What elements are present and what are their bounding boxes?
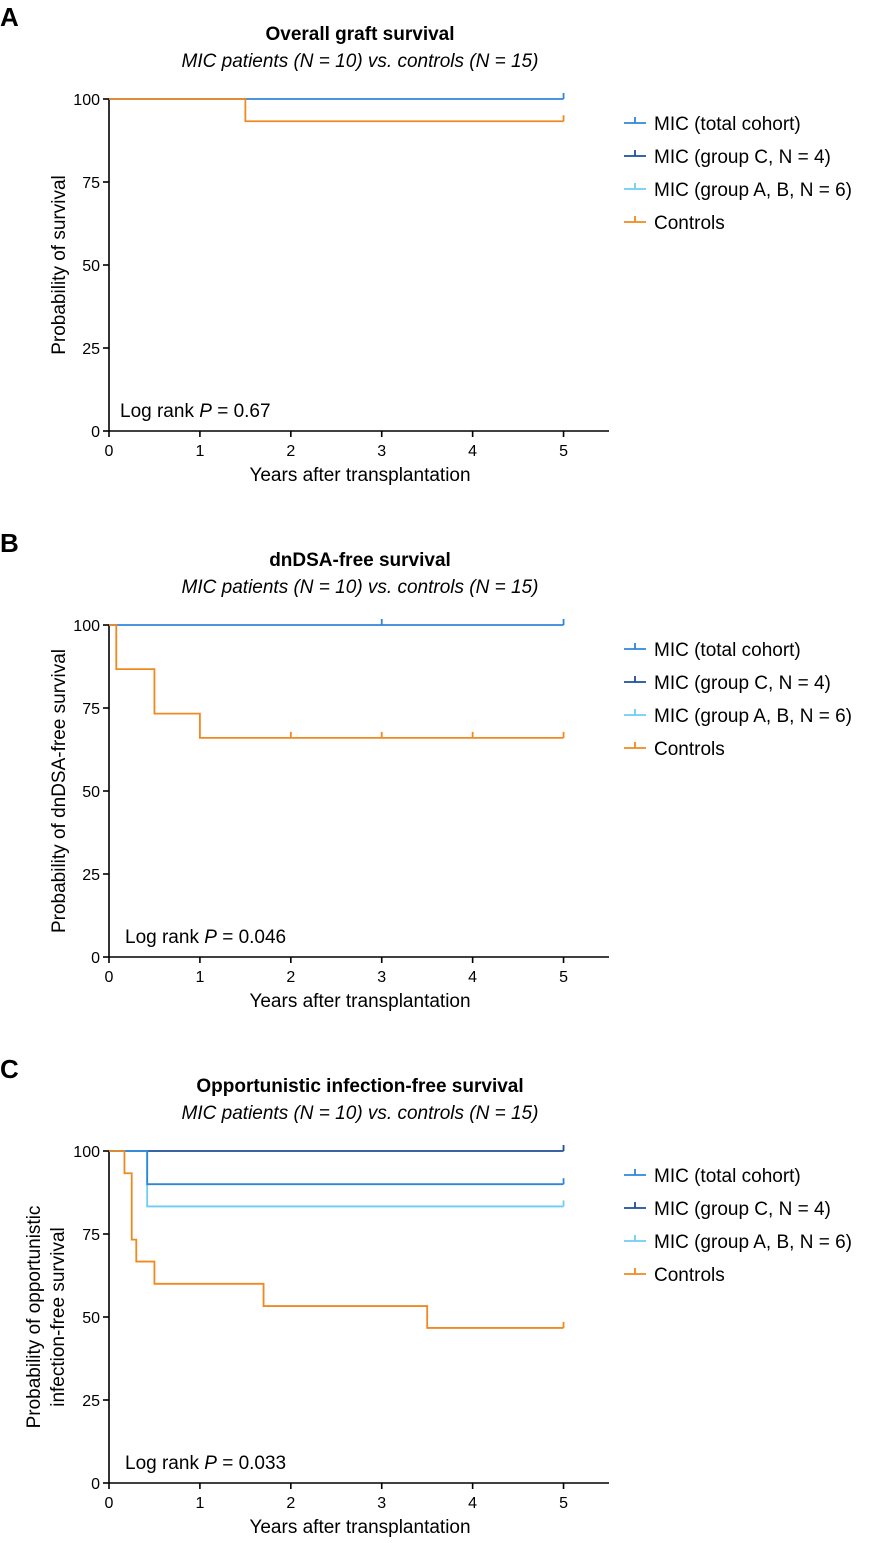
x-tick-label: 0 xyxy=(105,1495,114,1512)
legend-label: Controls xyxy=(654,213,725,234)
annotation-value: = 0.033 xyxy=(217,1453,286,1474)
x-tick-label: 5 xyxy=(559,443,568,460)
panel-a: A Overall graft survival MIC patients (N =… xyxy=(0,2,852,486)
annotation-prefix: Log rank xyxy=(125,927,204,948)
x-tick-label: 2 xyxy=(286,969,295,986)
legend: MIC (total cohort) MIC (group C, N = 4) MI… xyxy=(624,640,852,760)
x-tick-label: 2 xyxy=(286,1495,295,1512)
x-tick-label: 3 xyxy=(377,1495,386,1512)
y-tick-label: 100 xyxy=(73,1144,100,1161)
y-tick-label: 0 xyxy=(91,1476,100,1493)
legend-label: MIC (total cohort) xyxy=(654,640,801,661)
y-tick-label: 25 xyxy=(82,867,100,884)
legend-label: MIC (group C, N = 4) xyxy=(654,673,831,694)
x-tick-label: 5 xyxy=(559,969,568,986)
x-tick-label: 1 xyxy=(195,969,204,986)
annotation-p: P xyxy=(204,927,217,948)
x-tick-label: 2 xyxy=(286,443,295,460)
y-axis-label: infection-free survival xyxy=(48,1227,69,1407)
legend-label: Controls xyxy=(654,739,725,760)
series-line xyxy=(109,1150,564,1329)
series-line xyxy=(109,1150,564,1208)
y-tick-label: 25 xyxy=(82,341,100,358)
y-tick-label: 25 xyxy=(82,1393,100,1410)
log-rank-annotation: Log rank P = 0.046 xyxy=(125,927,286,948)
x-tick-label: 3 xyxy=(377,969,386,986)
legend-label: MIC (total cohort) xyxy=(654,114,801,135)
chart-title: dnDSA-free survival xyxy=(269,550,451,571)
log-rank-annotation: Log rank P = 0.67 xyxy=(120,401,271,422)
panel-c: C Opportunistic infection-free survival MI… xyxy=(0,1054,852,1538)
annotation-p: P xyxy=(204,1453,217,1474)
x-axis-label: Years after transplantation xyxy=(249,465,470,486)
x-tick-label: 4 xyxy=(468,1495,477,1512)
y-tick-label: 50 xyxy=(82,1310,100,1327)
chart-title: Overall graft survival xyxy=(265,24,454,45)
x-tick-label: 1 xyxy=(195,443,204,460)
x-tick-label: 3 xyxy=(377,443,386,460)
y-tick-label: 50 xyxy=(82,784,100,801)
x-tick-label: 4 xyxy=(468,443,477,460)
legend: MIC (total cohort) MIC (group C, N = 4) MI… xyxy=(624,114,852,234)
y-tick-label: 75 xyxy=(82,1227,100,1244)
y-tick-label: 100 xyxy=(73,618,100,635)
annotation-p: P xyxy=(199,401,212,422)
x-tick-label: 4 xyxy=(468,969,477,986)
chart-subtitle: MIC patients (N = 10) vs. controls (N = … xyxy=(182,577,539,598)
x-tick-label: 0 xyxy=(105,969,114,986)
y-tick-label: 0 xyxy=(91,424,100,441)
chart-title: Opportunistic infection-free survival xyxy=(196,1076,523,1097)
annotation-prefix: Log rank xyxy=(120,401,199,422)
legend: MIC (total cohort) MIC (group C, N = 4) MI… xyxy=(624,1166,852,1286)
legend-label: MIC (group A, B, N = 6) xyxy=(654,1232,852,1253)
legend-label: MIC (group A, B, N = 6) xyxy=(654,706,852,727)
panel-letter: C xyxy=(0,1054,19,1084)
y-axis-label: Probability of opportunistic xyxy=(24,1206,45,1429)
annotation-value: = 0.046 xyxy=(217,927,286,948)
x-axis-label: Years after transplantation xyxy=(249,1517,470,1538)
y-tick-label: 50 xyxy=(82,258,100,275)
y-tick-label: 100 xyxy=(73,92,100,109)
annotation-value: = 0.67 xyxy=(212,401,271,422)
x-tick-label: 0 xyxy=(105,443,114,460)
y-tick-label: 75 xyxy=(82,175,100,192)
y-axis-label: Probability of survival xyxy=(49,175,70,355)
y-tick-label: 0 xyxy=(91,950,100,967)
legend-label: MIC (group A, B, N = 6) xyxy=(654,180,852,201)
annotation-prefix: Log rank xyxy=(125,1453,204,1474)
y-tick-label: 75 xyxy=(82,701,100,718)
legend-label: MIC (group C, N = 4) xyxy=(654,147,831,168)
legend-label: MIC (group C, N = 4) xyxy=(654,1199,831,1220)
panel-letter: A xyxy=(0,2,19,32)
y-axis-label: Probability of dnDSA-free survival xyxy=(49,649,70,933)
series-line xyxy=(109,1150,564,1186)
legend-label: Controls xyxy=(654,1265,725,1286)
legend-label: MIC (total cohort) xyxy=(654,1166,801,1187)
series-line xyxy=(109,624,564,739)
x-axis-label: Years after transplantation xyxy=(249,991,470,1012)
chart-subtitle: MIC patients (N = 10) vs. controls (N = … xyxy=(182,51,539,72)
x-tick-label: 5 xyxy=(559,1495,568,1512)
x-tick-label: 1 xyxy=(195,1495,204,1512)
panel-letter: B xyxy=(0,528,19,558)
series-line xyxy=(109,98,564,123)
chart-subtitle: MIC patients (N = 10) vs. controls (N = … xyxy=(182,1103,539,1124)
log-rank-annotation: Log rank P = 0.033 xyxy=(125,1453,286,1474)
